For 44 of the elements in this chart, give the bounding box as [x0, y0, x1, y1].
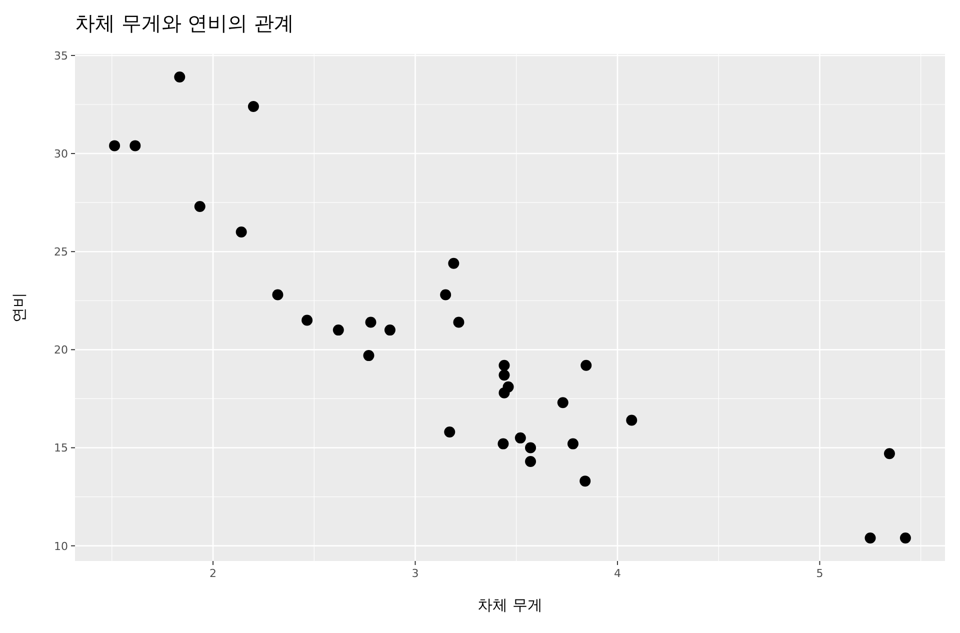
- y-tick-label: 10: [54, 540, 68, 553]
- point: [130, 140, 141, 152]
- point: [525, 456, 536, 467]
- point: [900, 532, 911, 544]
- point: [302, 314, 313, 326]
- point: [580, 476, 591, 487]
- point: [864, 532, 876, 544]
- point: [174, 72, 186, 83]
- y-tick-label: 30: [54, 148, 68, 161]
- point: [332, 324, 344, 336]
- point: [498, 370, 510, 381]
- point: [884, 448, 895, 460]
- point: [444, 426, 456, 438]
- x-tick-label: 5: [816, 567, 824, 580]
- point: [440, 289, 452, 300]
- point: [384, 324, 396, 336]
- x-axis-title: 차체 무게: [478, 596, 542, 614]
- point: [580, 360, 592, 371]
- point: [365, 316, 376, 328]
- y-tick-label: 20: [54, 344, 68, 357]
- y-tick-label: 15: [54, 442, 68, 455]
- point: [514, 432, 526, 444]
- point: [236, 226, 247, 238]
- point: [448, 258, 460, 269]
- point: [567, 438, 578, 450]
- x-tick-label: 2: [210, 567, 217, 580]
- point: [109, 140, 120, 152]
- y-tick-label: 35: [54, 49, 68, 62]
- point: [248, 100, 259, 112]
- point: [272, 289, 284, 300]
- point: [498, 360, 510, 371]
- point: [453, 316, 464, 328]
- point: [557, 397, 568, 408]
- x-tick-label: 4: [614, 567, 621, 580]
- x-tick-label: 3: [412, 567, 419, 580]
- y-axis-title: 연비: [10, 292, 28, 322]
- y-tick-label: 25: [54, 246, 68, 259]
- point: [194, 200, 206, 212]
- point: [525, 442, 536, 454]
- point: [498, 387, 510, 398]
- chart-title: 차체 무게와 연비의 관계: [75, 11, 294, 35]
- point: [498, 438, 509, 450]
- point: [626, 414, 638, 426]
- point: [363, 350, 374, 362]
